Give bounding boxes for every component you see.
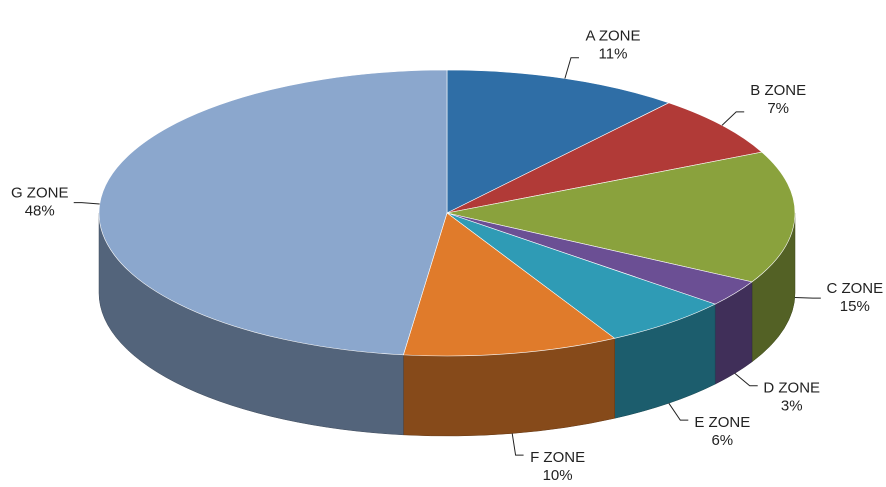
slice-label: B ZONE — [750, 82, 806, 99]
leader-line — [668, 402, 689, 421]
slice — [446, 69, 670, 214]
slice — [98, 69, 448, 356]
leader-line — [511, 433, 524, 456]
slice-value-label: 15% — [840, 298, 870, 315]
slice-value-label: 48% — [25, 203, 55, 220]
slice-value-label: 3% — [781, 398, 803, 415]
slice-label: E ZONE — [694, 414, 750, 431]
leader-line — [721, 111, 745, 126]
slice-value-label: 11% — [599, 46, 628, 63]
slice-label: G ZONE — [11, 185, 69, 202]
slice-label: A ZONE — [585, 28, 640, 45]
slice-label: D ZONE — [763, 380, 820, 397]
slice-value-label: 6% — [711, 432, 733, 449]
slice — [402, 212, 616, 357]
leader-line — [73, 202, 100, 205]
slice-label: C ZONE — [826, 280, 883, 297]
slice — [446, 102, 763, 214]
slice — [446, 151, 796, 283]
slice-label: F ZONE — [530, 449, 585, 466]
leader-line — [734, 372, 758, 387]
slice — [446, 212, 716, 339]
leader-line — [564, 57, 579, 79]
slice-value-label: 10% — [543, 467, 573, 484]
leader-line — [794, 296, 821, 299]
slice-value-label: 7% — [767, 100, 789, 117]
